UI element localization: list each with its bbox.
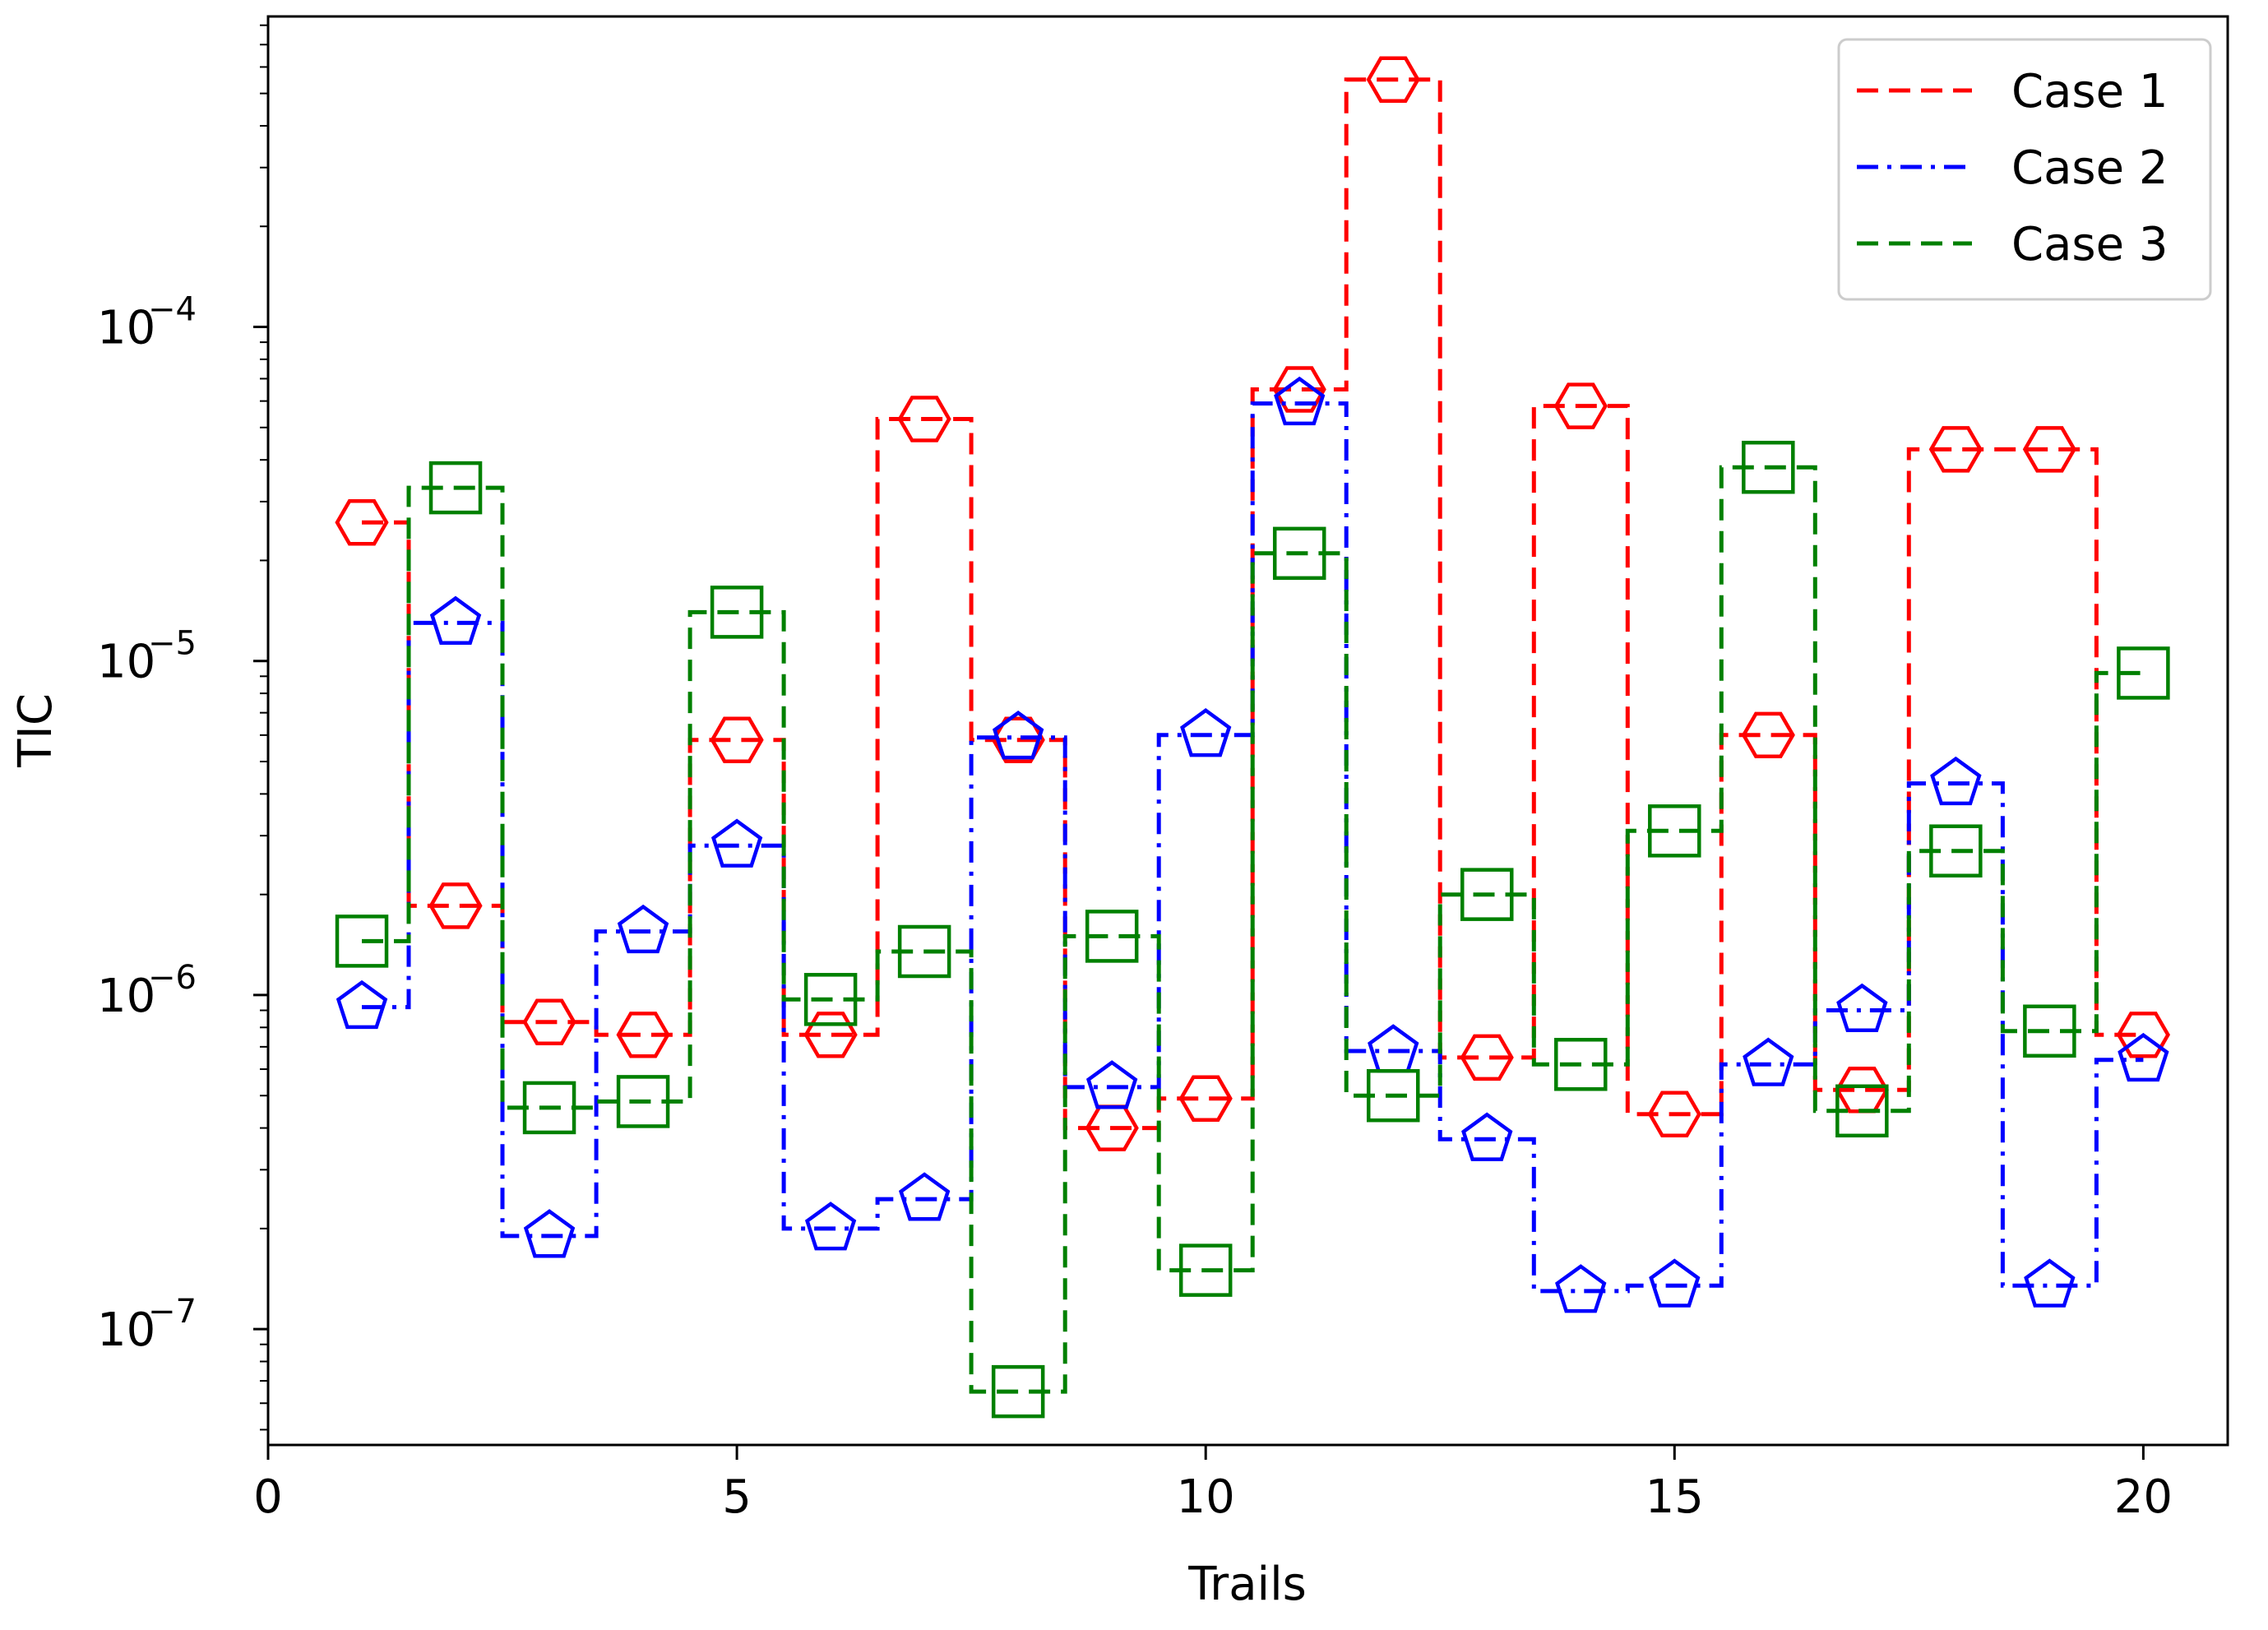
data-point xyxy=(1554,1038,1608,1091)
data-point xyxy=(335,498,389,546)
y-axis-label: TIC xyxy=(9,693,62,768)
data-point xyxy=(1460,868,1514,921)
data-point xyxy=(2022,426,2076,473)
data-point xyxy=(523,1209,576,1258)
data-point xyxy=(2116,1012,2170,1058)
data-point xyxy=(991,716,1045,764)
y-tick-label: 10 xyxy=(97,636,155,689)
y-tick-label: 10 xyxy=(97,302,155,355)
data-point xyxy=(1272,366,1326,413)
x-tick-label: 10 xyxy=(1177,1470,1235,1524)
data-point xyxy=(522,998,576,1046)
y-tick-label: 10 xyxy=(97,970,155,1023)
data-point xyxy=(897,924,951,979)
data-point xyxy=(1178,1243,1233,1297)
legend-frame xyxy=(1837,38,2212,301)
data-point xyxy=(710,818,763,868)
axes-frame xyxy=(266,15,2229,1447)
data-point xyxy=(710,586,764,639)
data-point xyxy=(2118,1032,2169,1082)
series-3 xyxy=(335,440,2170,1419)
series-line xyxy=(362,465,2144,1394)
legend-label: Case 3 xyxy=(2011,218,2168,271)
data-point xyxy=(1180,708,1232,757)
x-axis-label: Trails xyxy=(1187,1558,1307,1611)
data-point xyxy=(522,1081,576,1135)
x-tick-label: 20 xyxy=(2114,1470,2173,1524)
y-major-ticks: 10−710−610−510−4 xyxy=(97,291,268,1357)
data-point xyxy=(1555,1264,1607,1313)
data-point xyxy=(1930,756,1982,806)
data-point xyxy=(1649,1258,1701,1308)
legend-label: Case 2 xyxy=(2011,141,2168,195)
y-tick-label: 10 xyxy=(97,1304,155,1357)
x-tick-label: 5 xyxy=(722,1470,752,1524)
legend-label: Case 1 xyxy=(2011,65,2168,118)
data-point xyxy=(991,1364,1045,1419)
data-point xyxy=(1272,526,1326,581)
data-point xyxy=(1178,1075,1233,1123)
data-point xyxy=(2023,1004,2076,1058)
x-tick-label: 0 xyxy=(253,1470,283,1524)
data-point xyxy=(804,1202,857,1251)
data-point xyxy=(803,1012,858,1058)
data-point xyxy=(1553,382,1608,429)
data-point xyxy=(1461,1112,1513,1161)
data-point xyxy=(1928,426,1983,473)
data-point xyxy=(1835,1084,1889,1138)
data-point xyxy=(898,1172,951,1221)
data-point xyxy=(1274,376,1326,426)
series-1 xyxy=(335,56,2170,1151)
data-point xyxy=(1085,1060,1138,1109)
y-tick-exponent: −5 xyxy=(148,625,197,663)
x-ticks: 0 5 10 15 20 xyxy=(253,1445,2173,1524)
data-point xyxy=(1741,711,1795,759)
y-tick-exponent: −4 xyxy=(148,291,197,329)
y-minor-ticks xyxy=(260,24,268,1431)
data-point xyxy=(1460,1034,1514,1081)
data-point xyxy=(1648,804,1701,858)
x-tick-label: 15 xyxy=(1645,1470,1704,1524)
data-point xyxy=(336,979,388,1030)
axes: 10−710−610−510−4 0 5 10 15 20 xyxy=(97,24,2173,1524)
y-tick-exponent: −6 xyxy=(148,959,197,997)
data-point xyxy=(1743,1037,1794,1086)
data-point xyxy=(710,716,764,764)
data-point xyxy=(1085,910,1139,963)
series-line xyxy=(362,77,2144,1131)
data-point xyxy=(428,461,483,515)
data-point xyxy=(617,904,669,954)
legend: Case 1 Case 2 Case 3 xyxy=(1837,38,2212,301)
data-point xyxy=(1647,1091,1701,1137)
data-point xyxy=(992,711,1044,760)
data-point xyxy=(1742,440,1795,494)
series-layer xyxy=(335,56,2170,1419)
data-point xyxy=(1366,56,1420,104)
data-point xyxy=(428,882,483,929)
y-tick-exponent: −7 xyxy=(148,1293,197,1331)
data-point xyxy=(803,973,858,1026)
data-point xyxy=(897,396,951,442)
data-point xyxy=(616,1012,670,1058)
data-point xyxy=(616,1075,670,1128)
data-point xyxy=(429,595,482,645)
data-point xyxy=(1929,824,1983,878)
data-point xyxy=(1836,983,1888,1033)
data-point xyxy=(2117,646,2170,700)
data-point xyxy=(335,915,389,968)
data-point xyxy=(2024,1258,2076,1308)
data-point xyxy=(1366,1068,1420,1123)
